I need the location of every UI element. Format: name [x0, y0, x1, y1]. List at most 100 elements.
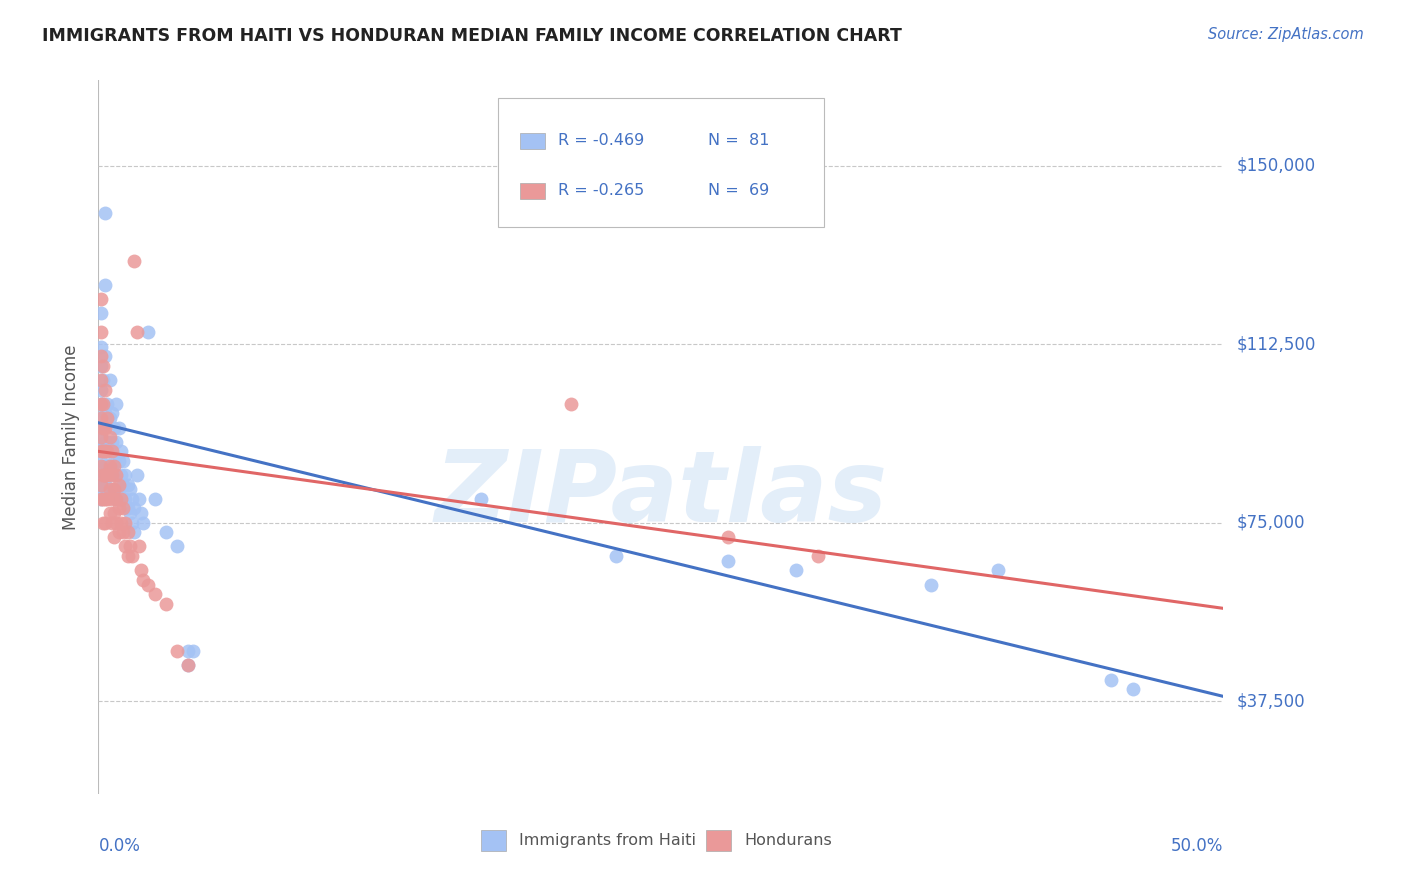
Point [90, 440, 112, 454]
Point [94, 468, 117, 483]
Point [94, 349, 117, 363]
Point [124, 525, 146, 540]
Text: IMMIGRANTS FROM HAITI VS HONDURAN MEDIAN FAMILY INCOME CORRELATION CHART: IMMIGRANTS FROM HAITI VS HONDURAN MEDIAN… [42, 27, 903, 45]
Point [91, 491, 114, 506]
Point [96, 411, 118, 425]
Point [90, 383, 112, 397]
Point [96, 491, 118, 506]
Point [143, 491, 166, 506]
Text: Source: ZipAtlas.com: Source: ZipAtlas.com [1208, 27, 1364, 42]
Point [107, 483, 129, 497]
Point [166, 540, 188, 554]
Point [807, 549, 830, 563]
Point [94, 406, 117, 420]
Point [98, 444, 121, 458]
Point [103, 483, 125, 497]
Point [105, 491, 128, 506]
Point [125, 468, 148, 483]
Point [90, 430, 112, 444]
Point [107, 454, 129, 468]
Point [91, 420, 114, 434]
Point [121, 491, 143, 506]
Point [177, 658, 200, 673]
Text: Immigrants from Haiti: Immigrants from Haiti [519, 833, 696, 847]
Point [90, 292, 112, 306]
Point [1099, 673, 1122, 687]
Point [128, 540, 150, 554]
Text: R = -0.469: R = -0.469 [558, 134, 645, 148]
Point [103, 506, 125, 520]
Point [112, 525, 135, 540]
Text: ZIPatlas: ZIPatlas [434, 446, 887, 542]
Point [117, 501, 139, 516]
Point [98, 506, 121, 520]
Point [107, 477, 129, 491]
Point [90, 411, 112, 425]
Point [90, 326, 112, 340]
Point [98, 430, 121, 444]
Point [91, 483, 114, 497]
Point [94, 458, 117, 473]
Point [118, 506, 141, 520]
Point [94, 420, 117, 434]
Point [110, 491, 132, 506]
FancyBboxPatch shape [481, 830, 506, 851]
Point [90, 373, 112, 387]
Point [98, 373, 121, 387]
Point [118, 540, 141, 554]
Point [987, 563, 1010, 577]
Point [96, 458, 118, 473]
Point [91, 444, 114, 458]
Point [114, 468, 136, 483]
Point [98, 458, 121, 473]
Point [105, 434, 128, 449]
Text: 0.0%: 0.0% [98, 837, 141, 855]
Point [177, 658, 200, 673]
Point [90, 468, 112, 483]
Point [143, 587, 166, 601]
Point [91, 359, 114, 373]
Text: $150,000: $150,000 [1237, 157, 1316, 175]
Point [605, 549, 627, 563]
Point [91, 373, 114, 387]
Point [96, 434, 118, 449]
Point [105, 516, 128, 530]
Text: 50.0%: 50.0% [1171, 837, 1223, 855]
Point [98, 468, 121, 483]
Text: $112,500: $112,500 [1237, 335, 1316, 353]
Point [136, 577, 159, 591]
Point [110, 468, 132, 483]
Point [114, 491, 136, 506]
Point [125, 326, 148, 340]
Point [166, 644, 188, 658]
Point [96, 468, 118, 483]
Point [107, 525, 129, 540]
Point [717, 530, 740, 544]
Point [94, 206, 117, 220]
Point [103, 483, 125, 497]
Point [94, 477, 117, 491]
Point [90, 454, 112, 468]
Point [177, 644, 200, 658]
Point [96, 444, 118, 458]
Point [107, 501, 129, 516]
Point [90, 491, 112, 506]
Point [94, 444, 117, 458]
Point [105, 491, 128, 506]
Point [94, 516, 117, 530]
Point [105, 468, 128, 483]
Point [101, 406, 124, 420]
Point [105, 397, 128, 411]
Point [98, 411, 121, 425]
Point [90, 444, 112, 458]
Point [91, 468, 114, 483]
Point [91, 516, 114, 530]
Point [90, 411, 112, 425]
FancyBboxPatch shape [706, 830, 731, 851]
FancyBboxPatch shape [498, 98, 824, 227]
Point [121, 549, 143, 563]
Point [90, 477, 112, 491]
Point [90, 491, 112, 506]
Point [101, 468, 124, 483]
Point [91, 468, 114, 483]
